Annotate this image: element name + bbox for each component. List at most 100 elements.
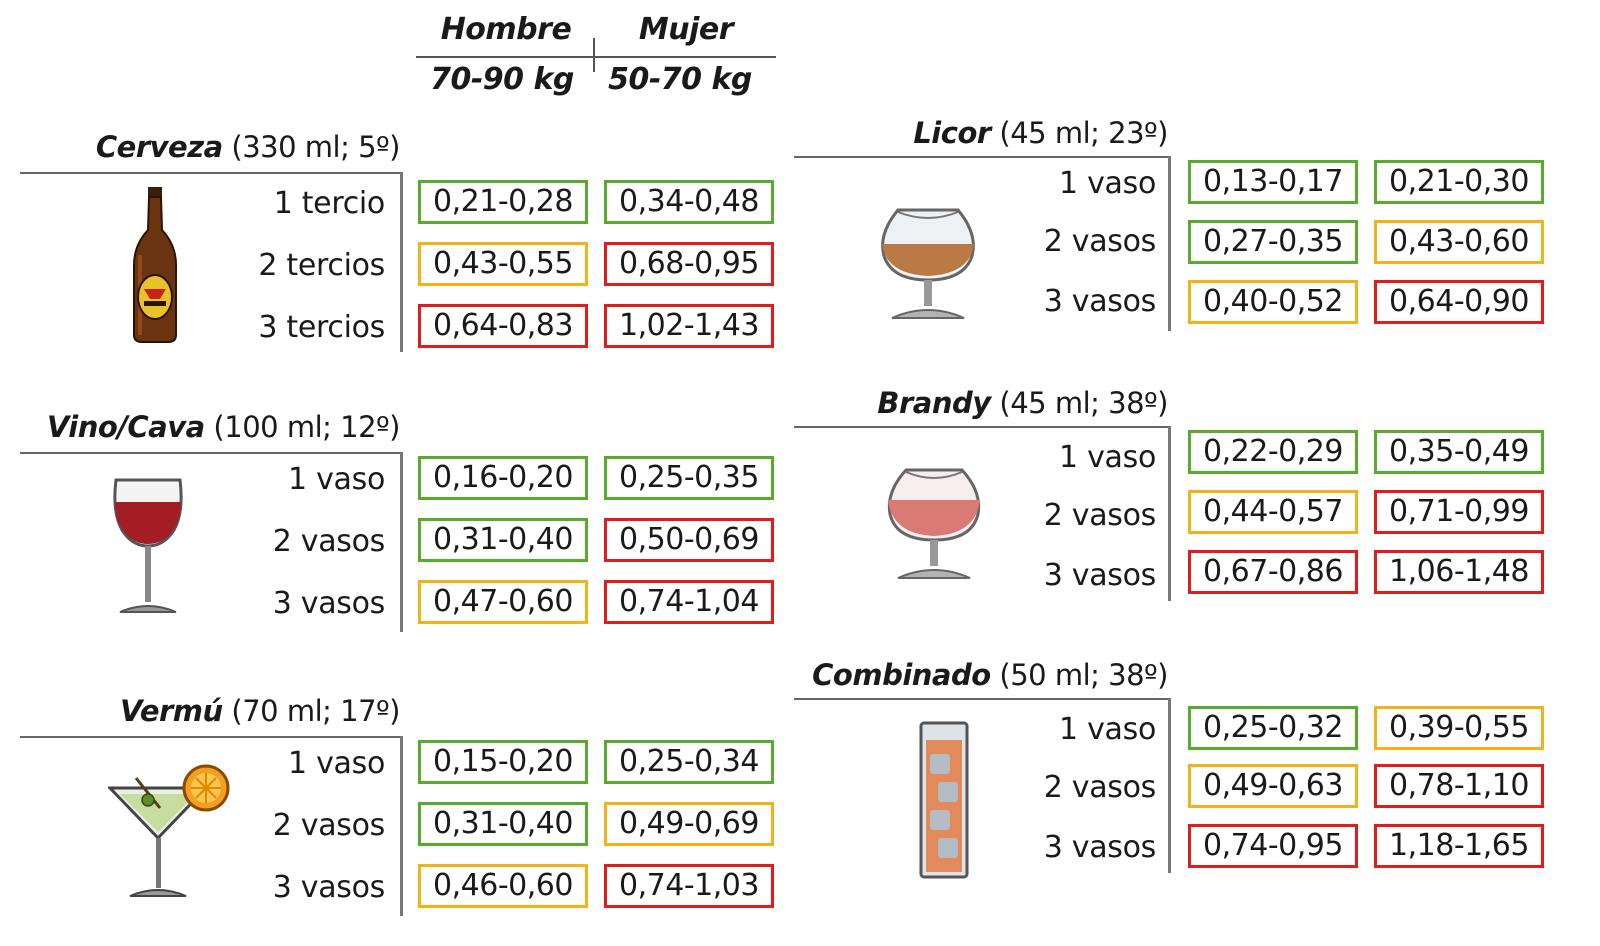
value-women: 0,78-1,10 — [1374, 764, 1544, 808]
row-label: 2 vasos — [272, 524, 386, 559]
row-label: 2 vasos — [1043, 224, 1157, 259]
section-vertical-rule — [1168, 156, 1171, 331]
row-label: 2 tercios — [258, 248, 385, 283]
row-label: 2 vasos — [272, 808, 386, 843]
row-label: 3 vasos — [272, 870, 386, 905]
section-title: Licor (45 ml; 23º) — [913, 116, 1168, 150]
drink-name: Combinado — [812, 658, 991, 692]
value-women: 0,25-0,34 — [604, 740, 774, 784]
value-women: 0,64-0,90 — [1374, 280, 1544, 324]
value-men: 0,25-0,32 — [1188, 706, 1358, 750]
header-men: Hombre — [440, 12, 572, 47]
section-rule — [794, 698, 1170, 700]
highball-glass-icon — [918, 720, 970, 884]
row-label: 1 vaso — [1059, 712, 1156, 747]
row-label: 3 vasos — [272, 586, 386, 621]
value-men: 0,74-0,95 — [1188, 824, 1358, 868]
section-vertical-rule — [400, 172, 403, 352]
value-women: 0,43-0,60 — [1374, 220, 1544, 264]
section-combinado: Combinado (50 ml; 38º) 1 vaso 2 vasos 3 … — [794, 658, 1600, 883]
value-women: 0,35-0,49 — [1374, 430, 1544, 474]
value-men: 0,31-0,40 — [418, 802, 588, 846]
row-label: 3 vasos — [1043, 558, 1157, 593]
drink-detail: (45 ml; 38º) — [990, 386, 1168, 420]
drink-detail: (100 ml; 12º) — [204, 410, 400, 444]
header-women: Mujer — [638, 12, 734, 47]
row-label: 3 tercios — [258, 310, 385, 345]
value-men: 0,13-0,17 — [1188, 160, 1358, 204]
section-title: Vino/Cava (100 ml; 12º) — [46, 410, 401, 444]
row-label: 2 vasos — [1043, 498, 1157, 533]
section-vertical-rule — [400, 452, 403, 632]
row-label: 1 tercio — [273, 186, 386, 221]
header-weight-women: 50-70 kg — [608, 62, 752, 97]
value-women: 0,50-0,69 — [604, 518, 774, 562]
row-label: 1 vaso — [288, 746, 385, 781]
section-title: Combinado (50 ml; 38º) — [812, 658, 1168, 692]
section-vermu: Vermú (70 ml; 17º) 1 vaso 2 vasos 3 vaso… — [20, 694, 780, 919]
row-label: 1 vaso — [288, 462, 385, 497]
section-vertical-rule — [400, 736, 403, 916]
section-rule — [20, 172, 402, 174]
value-women: 1,02-1,43 — [604, 304, 774, 348]
section-rule — [20, 736, 402, 738]
value-men: 0,67-0,86 — [1188, 550, 1358, 594]
value-men: 0,49-0,63 — [1188, 764, 1358, 808]
row-label: 2 vasos — [1043, 770, 1157, 805]
value-men: 0,40-0,52 — [1188, 280, 1358, 324]
value-women: 0,25-0,35 — [604, 456, 774, 500]
section-cerveza: Cerveza (330 ml; 5º) 1 tercio 2 tercios … — [20, 130, 780, 355]
value-women: 1,06-1,48 — [1374, 550, 1544, 594]
section-vino: Vino/Cava (100 ml; 12º) 1 vaso 2 vasos 3… — [20, 410, 780, 635]
value-men: 0,27-0,35 — [1188, 220, 1358, 264]
drink-detail: (70 ml; 17º) — [222, 694, 400, 728]
value-women: 0,68-0,95 — [604, 242, 774, 286]
martini-glass-icon — [106, 762, 238, 906]
drink-name: Vermú — [120, 694, 223, 728]
header-separator — [593, 38, 595, 72]
brandy-glass-icon — [882, 464, 992, 588]
section-title: Cerveza (330 ml; 5º) — [95, 130, 401, 164]
header-weight-men: 70-90 kg — [430, 62, 574, 97]
section-title: Brandy (45 ml; 38º) — [877, 386, 1168, 420]
value-men: 0,31-0,40 — [418, 518, 588, 562]
value-women: 0,39-0,55 — [1374, 706, 1544, 750]
value-women: 0,49-0,69 — [604, 802, 774, 846]
value-men: 0,21-0,28 — [418, 180, 588, 224]
liqueur-glass-icon — [876, 204, 986, 328]
value-men: 0,44-0,57 — [1188, 490, 1358, 534]
drink-name: Licor — [913, 116, 991, 150]
value-women: 0,74-1,04 — [604, 580, 774, 624]
section-licor: Licor (45 ml; 23º) 1 vaso 2 vasos 3 vaso… — [794, 116, 1600, 341]
row-label: 1 vaso — [1059, 440, 1156, 475]
section-brandy: Brandy (45 ml; 38º) 1 vaso 2 vasos 3 vas… — [794, 386, 1600, 611]
value-women: 1,18-1,65 — [1374, 824, 1544, 868]
drink-detail: (45 ml; 23º) — [990, 116, 1168, 150]
section-vertical-rule — [1168, 426, 1171, 601]
value-men: 0,43-0,55 — [418, 242, 588, 286]
section-rule — [794, 156, 1170, 158]
drink-name: Vino/Cava — [46, 410, 205, 444]
wine-glass-icon — [108, 472, 188, 626]
value-men: 0,47-0,60 — [418, 580, 588, 624]
drink-name: Brandy — [877, 386, 991, 420]
value-men: 0,16-0,20 — [418, 456, 588, 500]
section-rule — [20, 452, 402, 454]
section-title: Vermú (70 ml; 17º) — [120, 694, 401, 728]
section-rule — [794, 426, 1170, 428]
row-label: 3 vasos — [1043, 284, 1157, 319]
drink-name: Cerveza — [95, 130, 223, 164]
section-vertical-rule — [1168, 698, 1171, 873]
value-women: 0,21-0,30 — [1374, 160, 1544, 204]
drink-detail: (330 ml; 5º) — [222, 130, 400, 164]
value-men: 0,22-0,29 — [1188, 430, 1358, 474]
row-label: 3 vasos — [1043, 830, 1157, 865]
beer-bottle-icon — [130, 185, 180, 349]
header-divider — [416, 56, 776, 58]
value-women: 0,34-0,48 — [604, 180, 774, 224]
value-men: 0,15-0,20 — [418, 740, 588, 784]
drink-detail: (50 ml; 38º) — [990, 658, 1168, 692]
row-label: 1 vaso — [1059, 166, 1156, 201]
value-women: 0,74-1,03 — [604, 864, 774, 908]
value-men: 0,46-0,60 — [418, 864, 588, 908]
